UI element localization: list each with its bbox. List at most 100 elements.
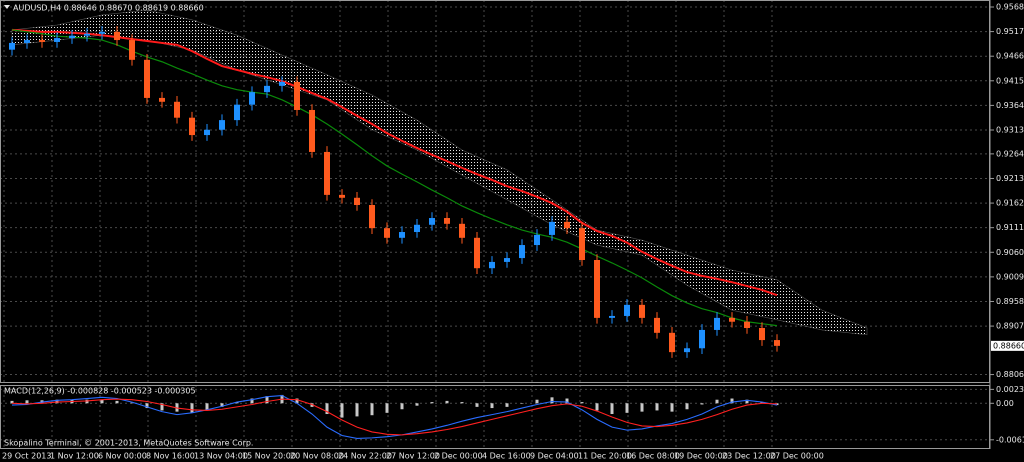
macd-histogram-bar: [775, 403, 779, 406]
x-tick-label: 4 Dec 16:00: [482, 452, 531, 461]
x-tick-label: 27 Dec 00:00: [770, 452, 824, 461]
macd-histogram-bar: [475, 403, 479, 407]
macd-histogram-bar: [400, 403, 404, 410]
macd-histogram-bar: [460, 402, 464, 404]
candle-body: [249, 92, 255, 105]
y-tick-label: 0.002334: [996, 385, 1024, 394]
macd-histogram-bar: [580, 402, 584, 404]
y-tick-label: 0.95175: [996, 27, 1024, 36]
candle-body: [669, 332, 675, 353]
candle-body: [99, 31, 105, 34]
menu-triangle[interactable]: [4, 5, 10, 9]
macd-histogram-bar: [565, 398, 569, 404]
macd-histogram-bar: [655, 403, 659, 411]
macd-histogram-bar: [685, 403, 689, 410]
candle-body: [384, 228, 390, 238]
x-tick-label: 8 Nov 16:00: [146, 452, 195, 461]
current-price-label: 0.88660: [993, 341, 1024, 350]
candle-body: [189, 117, 195, 136]
candle-body: [759, 328, 765, 341]
ichimoku-cloud: [11, 9, 868, 336]
macd-histogram-bar: [640, 403, 644, 412]
macd-histogram-bar: [100, 399, 104, 404]
candle-body: [699, 329, 705, 349]
x-tick-label: 16 Dec 08:00: [626, 452, 680, 461]
candle-body: [204, 129, 210, 136]
macd-histogram-bar: [700, 403, 704, 405]
candle-body: [369, 205, 375, 229]
y-tick-label: -0.006125: [996, 435, 1024, 444]
moving-average: [11, 28, 778, 297]
candle-body: [294, 82, 300, 110]
macd-histogram-bar: [145, 403, 149, 409]
candle-body: [594, 259, 600, 318]
candle-body: [444, 218, 450, 224]
macd-histogram-bar: [325, 403, 329, 415]
macd-histogram-bar: [505, 403, 509, 407]
x-tick-label: 6 Nov 00:00: [98, 452, 147, 461]
x-tick-label: 1 Nov 12:00: [50, 452, 99, 461]
x-tick-label: 23 Dec 12:00: [722, 452, 776, 461]
macd-histogram-bar: [415, 403, 419, 406]
candle-body: [654, 317, 660, 333]
candle-body: [684, 348, 690, 353]
candle-body: [69, 35, 75, 39]
macd-header: MACD(12,26,9) -0.000828 -0.000523 -0.000…: [4, 387, 196, 396]
macd-histogram-bar: [250, 398, 254, 404]
macd-histogram-bar: [535, 399, 539, 404]
current-price-box: [991, 340, 1024, 351]
candle-body: [39, 40, 45, 42]
macd-histogram-bar: [235, 402, 239, 404]
y-tick-label: 0.94155: [996, 76, 1024, 85]
candle-body: [519, 245, 525, 259]
macd-histogram-bar: [385, 403, 389, 413]
macd-histogram-bar: [265, 396, 269, 404]
candle-body: [354, 197, 360, 206]
macd-histogram-bar: [550, 397, 554, 404]
candle-body: [774, 340, 780, 346]
macd-histogram-bar: [760, 402, 764, 404]
candle-body: [114, 31, 120, 41]
y-tick-label: 0.88065: [996, 370, 1024, 379]
x-tick-label: 29 Oct 2013: [2, 452, 51, 461]
macd-histogram-bar: [160, 403, 164, 411]
candle-body: [399, 232, 405, 238]
y-tick-label: 0.93135: [996, 125, 1024, 134]
x-tick-label: 27 Nov 12:00: [386, 452, 440, 461]
y-tick-label: 0.00: [996, 399, 1014, 408]
candle-body: [219, 120, 225, 130]
candle-body: [744, 321, 750, 329]
moving-average: [11, 29, 778, 327]
candle-body: [549, 221, 555, 235]
macd-histogram-bar: [295, 398, 299, 404]
macd-histogram-bar: [715, 399, 719, 404]
x-tick-label: 2 Dec 00:00: [434, 452, 483, 461]
macd-histogram-bar: [130, 402, 134, 404]
candle-body: [609, 315, 615, 318]
x-tick-label: 24 Nov 22:00: [338, 452, 392, 461]
copyright: Skopalino Terminal, © 2001-2013, MetaQuo…: [4, 439, 253, 448]
candle-body: [129, 40, 135, 60]
candle-body: [324, 151, 330, 195]
macd-histogram-bar: [670, 403, 674, 412]
candle-body: [264, 85, 270, 93]
macd-histogram-bar: [220, 403, 224, 407]
candle-body: [459, 223, 465, 238]
y-tick-label: 0.94665: [996, 52, 1024, 61]
x-tick-label: 13 Nov 04:00: [194, 452, 248, 461]
macd-histogram-bar: [490, 403, 494, 409]
macd-histogram-bar: [340, 403, 344, 418]
x-tick-label: 15 Nov 20:00: [242, 452, 296, 461]
symbol-header: AUDUSD,H4 0.88646 0.88670 0.88619 0.8866…: [13, 4, 204, 13]
candle-body: [24, 40, 30, 43]
candle-body: [474, 237, 480, 269]
x-tick-label: 20 Nov 08:00: [290, 452, 344, 461]
candle-body: [534, 234, 540, 246]
